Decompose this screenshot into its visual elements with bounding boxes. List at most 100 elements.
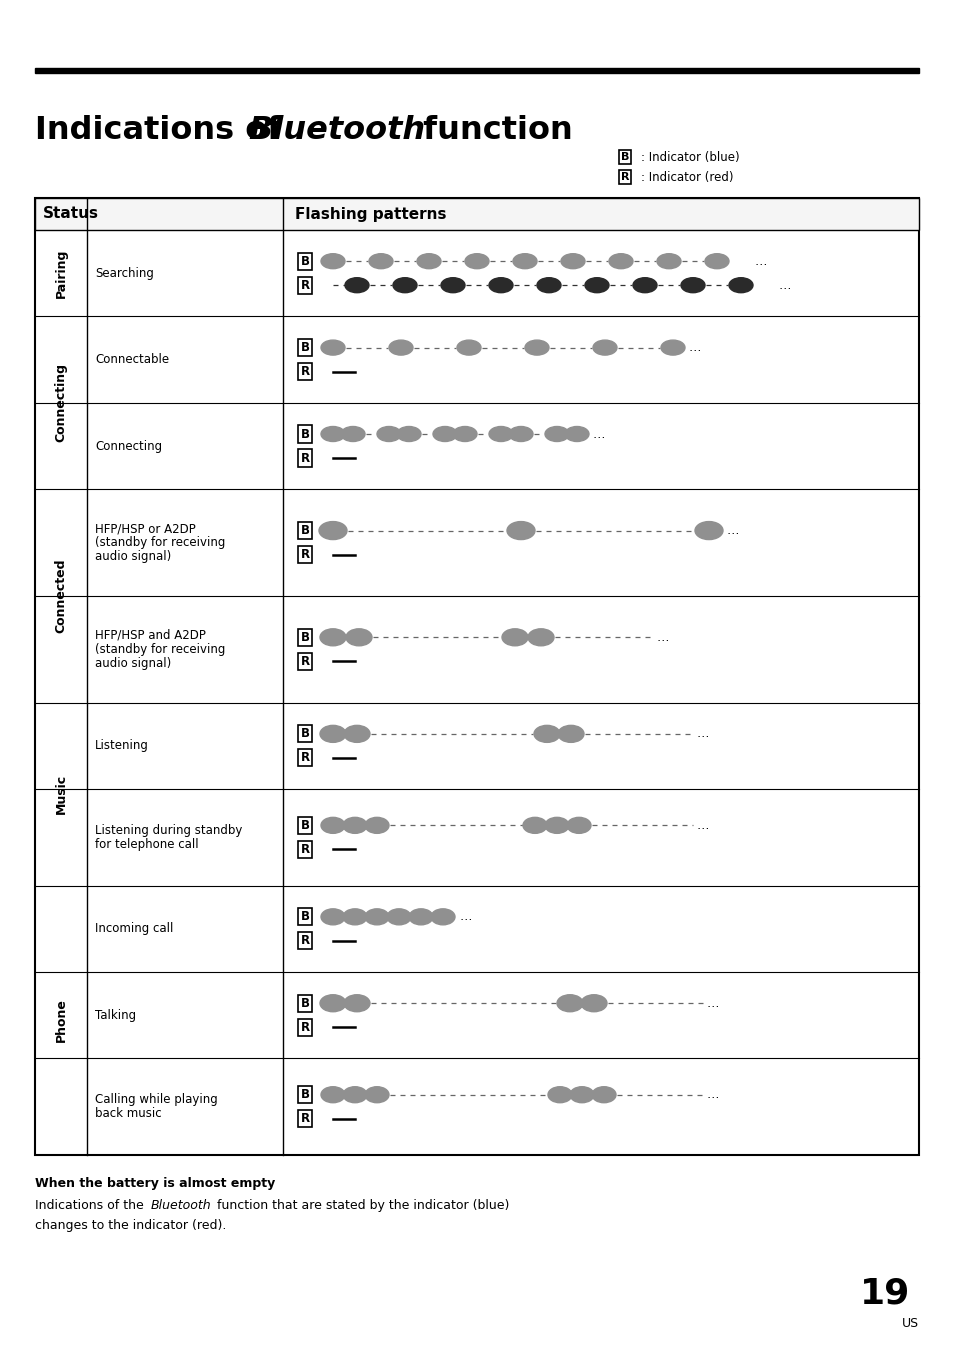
Text: …: … [657, 631, 669, 644]
Text: R: R [300, 1112, 309, 1126]
Text: When the battery is almost empty: When the battery is almost empty [35, 1177, 275, 1190]
Text: R: R [300, 752, 309, 764]
Ellipse shape [506, 522, 535, 539]
Text: Bluetooth: Bluetooth [248, 116, 425, 147]
Ellipse shape [320, 340, 345, 355]
Text: Pairing: Pairing [54, 249, 68, 297]
Ellipse shape [393, 277, 416, 293]
Text: Bluetooth: Bluetooth [151, 1198, 212, 1212]
Text: B: B [620, 152, 629, 161]
Text: R: R [300, 655, 309, 668]
Ellipse shape [513, 254, 537, 269]
Ellipse shape [566, 818, 590, 834]
Ellipse shape [544, 818, 568, 834]
Ellipse shape [319, 995, 346, 1011]
Text: B: B [300, 997, 309, 1010]
Ellipse shape [728, 277, 752, 293]
Text: …: … [706, 1088, 719, 1102]
Ellipse shape [416, 254, 440, 269]
Text: Status: Status [43, 207, 99, 222]
Ellipse shape [396, 426, 420, 441]
Ellipse shape [660, 340, 684, 355]
Ellipse shape [608, 254, 633, 269]
Text: …: … [697, 728, 709, 740]
Ellipse shape [537, 277, 560, 293]
Text: …: … [688, 342, 700, 354]
Text: audio signal): audio signal) [95, 656, 172, 670]
Text: R: R [300, 452, 309, 464]
Ellipse shape [389, 340, 413, 355]
Text: B: B [300, 1088, 309, 1102]
Ellipse shape [489, 277, 513, 293]
Ellipse shape [509, 426, 533, 441]
Ellipse shape [704, 254, 728, 269]
Text: R: R [300, 843, 309, 855]
Text: Listening: Listening [95, 740, 149, 752]
Text: B: B [300, 525, 309, 537]
Text: …: … [459, 911, 472, 923]
Text: …: … [706, 997, 719, 1010]
Ellipse shape [345, 277, 369, 293]
Ellipse shape [544, 426, 568, 441]
Text: R: R [300, 1021, 309, 1034]
Ellipse shape [346, 629, 372, 646]
Bar [35, 69, 918, 73]
Text: …: … [726, 525, 739, 537]
Text: : Indicator (red): : Indicator (red) [640, 171, 733, 183]
Bar [35, 198, 918, 1155]
Text: R: R [300, 278, 309, 292]
Text: Connectable: Connectable [95, 354, 169, 366]
Ellipse shape [547, 1087, 572, 1103]
Ellipse shape [633, 277, 657, 293]
Text: Incoming call: Incoming call [95, 923, 173, 935]
Text: HFP/HSP and A2DP: HFP/HSP and A2DP [95, 629, 206, 642]
Ellipse shape [369, 254, 393, 269]
Ellipse shape [557, 995, 582, 1011]
Text: changes to the indicator (red).: changes to the indicator (red). [35, 1219, 226, 1232]
Text: audio signal): audio signal) [95, 550, 172, 564]
Text: Connecting: Connecting [54, 363, 68, 443]
Ellipse shape [343, 909, 367, 925]
Text: Connecting: Connecting [95, 440, 162, 452]
Bar [35, 198, 918, 230]
Text: B: B [300, 428, 309, 441]
Text: : Indicator (blue): : Indicator (blue) [640, 151, 739, 164]
Ellipse shape [343, 818, 367, 834]
Ellipse shape [524, 340, 548, 355]
Ellipse shape [464, 254, 489, 269]
Ellipse shape [560, 254, 584, 269]
Ellipse shape [580, 995, 606, 1011]
Text: …: … [593, 428, 605, 441]
Text: for telephone call: for telephone call [95, 838, 198, 851]
Ellipse shape [318, 522, 347, 539]
Ellipse shape [489, 426, 513, 441]
Text: R: R [300, 364, 309, 378]
Ellipse shape [320, 426, 345, 441]
Text: Music: Music [54, 775, 68, 814]
Ellipse shape [387, 909, 411, 925]
Ellipse shape [343, 1087, 367, 1103]
Ellipse shape [695, 522, 722, 539]
Text: US: US [901, 1317, 918, 1330]
Ellipse shape [433, 426, 456, 441]
Ellipse shape [558, 725, 583, 742]
Ellipse shape [365, 909, 389, 925]
Ellipse shape [320, 818, 345, 834]
Ellipse shape [564, 426, 588, 441]
Text: Connected: Connected [54, 558, 68, 633]
Ellipse shape [320, 909, 345, 925]
Text: function: function [412, 116, 572, 147]
Text: R: R [620, 172, 629, 182]
Ellipse shape [376, 426, 400, 441]
Ellipse shape [657, 254, 680, 269]
Text: Listening during standby: Listening during standby [95, 824, 242, 837]
Ellipse shape [680, 277, 704, 293]
Ellipse shape [592, 1087, 616, 1103]
Text: Phone: Phone [54, 998, 68, 1042]
Text: Searching: Searching [95, 266, 153, 280]
Ellipse shape [409, 909, 433, 925]
Ellipse shape [440, 277, 464, 293]
Text: (standby for receiving: (standby for receiving [95, 643, 225, 656]
Text: B: B [300, 631, 309, 644]
Text: HFP/HSP or A2DP: HFP/HSP or A2DP [95, 522, 195, 535]
